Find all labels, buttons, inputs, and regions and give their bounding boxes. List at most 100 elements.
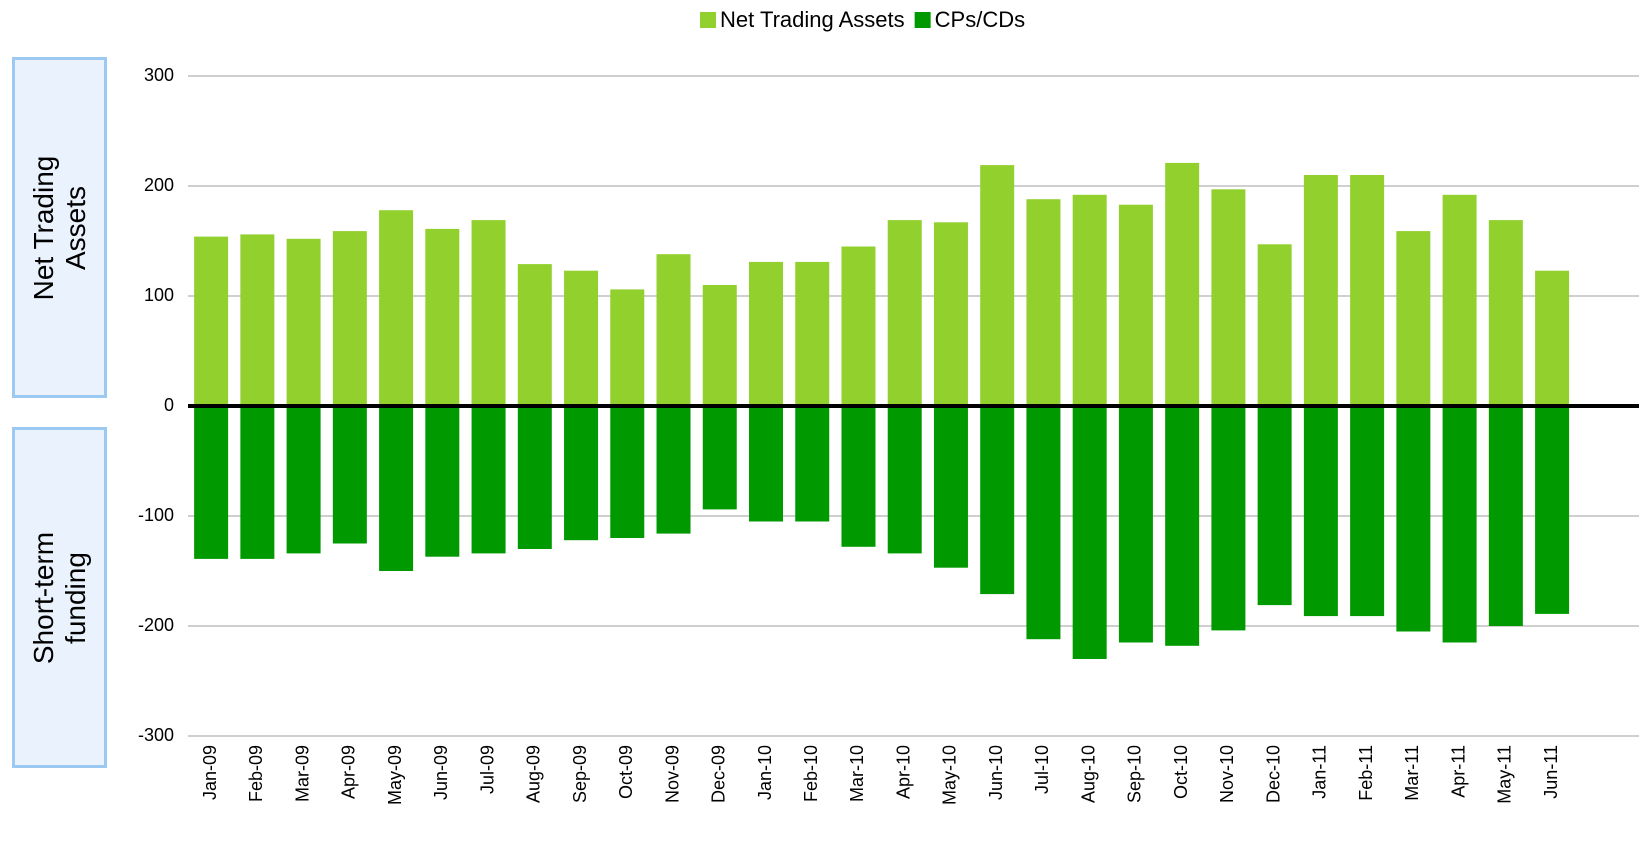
bar bbox=[194, 406, 229, 559]
bar bbox=[1488, 406, 1523, 626]
x-tick-label: Aug-09 bbox=[524, 745, 544, 803]
bar bbox=[517, 264, 552, 406]
x-tick-label: Jan-09 bbox=[200, 745, 220, 800]
x-tick-label: Dec-10 bbox=[1263, 745, 1283, 803]
x-tick-label: Feb-11 bbox=[1356, 745, 1376, 801]
bar bbox=[702, 406, 737, 510]
bar bbox=[841, 406, 876, 547]
bar bbox=[749, 406, 783, 522]
y-tick-label: -300 bbox=[138, 725, 174, 745]
bar bbox=[610, 406, 645, 538]
x-tick-label: Jun-10 bbox=[986, 745, 1006, 800]
legend-swatch bbox=[700, 12, 716, 28]
bar bbox=[1165, 406, 1200, 646]
bar bbox=[933, 406, 968, 568]
bar bbox=[1165, 162, 1200, 406]
x-tick-label: Oct-09 bbox=[616, 745, 636, 799]
bar bbox=[1488, 220, 1523, 406]
x-tick-label: Jan-10 bbox=[755, 745, 775, 800]
bar bbox=[286, 238, 321, 406]
bar bbox=[1257, 244, 1292, 406]
bar bbox=[795, 406, 830, 522]
bar bbox=[1350, 175, 1385, 406]
legend-swatch bbox=[914, 12, 931, 28]
annotation-box: Net Trading Assets bbox=[12, 57, 107, 398]
bar bbox=[656, 254, 691, 406]
x-tick-label: Feb-10 bbox=[801, 745, 821, 802]
bar bbox=[1442, 406, 1477, 643]
bar bbox=[379, 210, 414, 406]
bar bbox=[933, 222, 968, 406]
x-tick-label: Jul-09 bbox=[477, 745, 497, 794]
x-tick-label: Sep-10 bbox=[1125, 745, 1145, 803]
x-tick-label: Nov-09 bbox=[662, 745, 682, 803]
x-tick-label: Aug-10 bbox=[1078, 745, 1098, 803]
x-tick-label: Dec-09 bbox=[709, 745, 729, 803]
y-tick-label: -100 bbox=[138, 505, 174, 525]
y-tick-label: 100 bbox=[144, 285, 174, 305]
x-tick-label: Nov-10 bbox=[1217, 745, 1237, 803]
y-tick-label: 300 bbox=[144, 65, 174, 85]
bar bbox=[980, 165, 1015, 406]
x-tick-label: Oct-10 bbox=[1171, 745, 1191, 799]
bar bbox=[1396, 406, 1431, 632]
legend-label: CPs/CDs bbox=[935, 7, 1025, 32]
x-tick-label: Mar-11 bbox=[1402, 745, 1422, 801]
bar bbox=[286, 406, 321, 554]
x-tick-label: Sep-09 bbox=[570, 745, 590, 803]
y-tick-label: 0 bbox=[164, 395, 174, 415]
bar bbox=[656, 406, 691, 534]
bar bbox=[332, 231, 367, 406]
bar bbox=[425, 406, 460, 557]
y-tick-label: 200 bbox=[144, 175, 174, 195]
bar bbox=[1026, 406, 1061, 640]
bar bbox=[702, 285, 737, 406]
bar bbox=[1350, 406, 1385, 617]
y-tick-label: -200 bbox=[138, 615, 174, 635]
bar bbox=[1211, 189, 1246, 406]
bar bbox=[1211, 406, 1246, 631]
x-tick-label: Apr-09 bbox=[339, 745, 359, 799]
bar bbox=[1535, 406, 1570, 614]
bar bbox=[1118, 204, 1153, 406]
legend-label: Net Trading Assets bbox=[720, 7, 905, 32]
x-tick-label: Jun-09 bbox=[431, 745, 451, 800]
bar bbox=[1072, 406, 1107, 659]
bar bbox=[332, 406, 367, 544]
bar bbox=[379, 406, 414, 571]
x-tick-label: Mar-10 bbox=[847, 745, 867, 802]
bar bbox=[610, 289, 645, 406]
bar bbox=[517, 406, 552, 549]
bar bbox=[887, 406, 922, 554]
x-tick-label: May-11 bbox=[1495, 745, 1515, 804]
x-tick-label: Apr-11 bbox=[1448, 745, 1468, 798]
x-tick-label: Jun-11 bbox=[1541, 745, 1561, 799]
x-tick-label: Jul-10 bbox=[1032, 745, 1052, 794]
bar bbox=[564, 270, 599, 406]
x-tick-label: May-09 bbox=[385, 745, 405, 805]
bar bbox=[1396, 231, 1431, 406]
bar bbox=[1118, 406, 1153, 643]
bar bbox=[749, 261, 783, 406]
bar bbox=[425, 228, 460, 406]
bar bbox=[1535, 270, 1570, 406]
bar bbox=[471, 406, 506, 554]
bar bbox=[240, 406, 275, 559]
annotation-box: Short-term funding bbox=[12, 427, 107, 768]
bar bbox=[1303, 175, 1338, 406]
bar bbox=[795, 261, 830, 406]
bar bbox=[841, 246, 876, 406]
bar bbox=[1072, 194, 1107, 406]
x-tick-label: Mar-09 bbox=[292, 745, 312, 802]
x-tick-label: May-10 bbox=[940, 745, 960, 805]
bar bbox=[471, 220, 506, 406]
bar bbox=[887, 220, 922, 406]
bar bbox=[1026, 199, 1061, 406]
bar bbox=[1303, 406, 1338, 617]
bar bbox=[240, 234, 275, 406]
bar bbox=[1257, 406, 1292, 606]
bar bbox=[980, 406, 1015, 595]
x-tick-label: Feb-09 bbox=[246, 745, 266, 802]
